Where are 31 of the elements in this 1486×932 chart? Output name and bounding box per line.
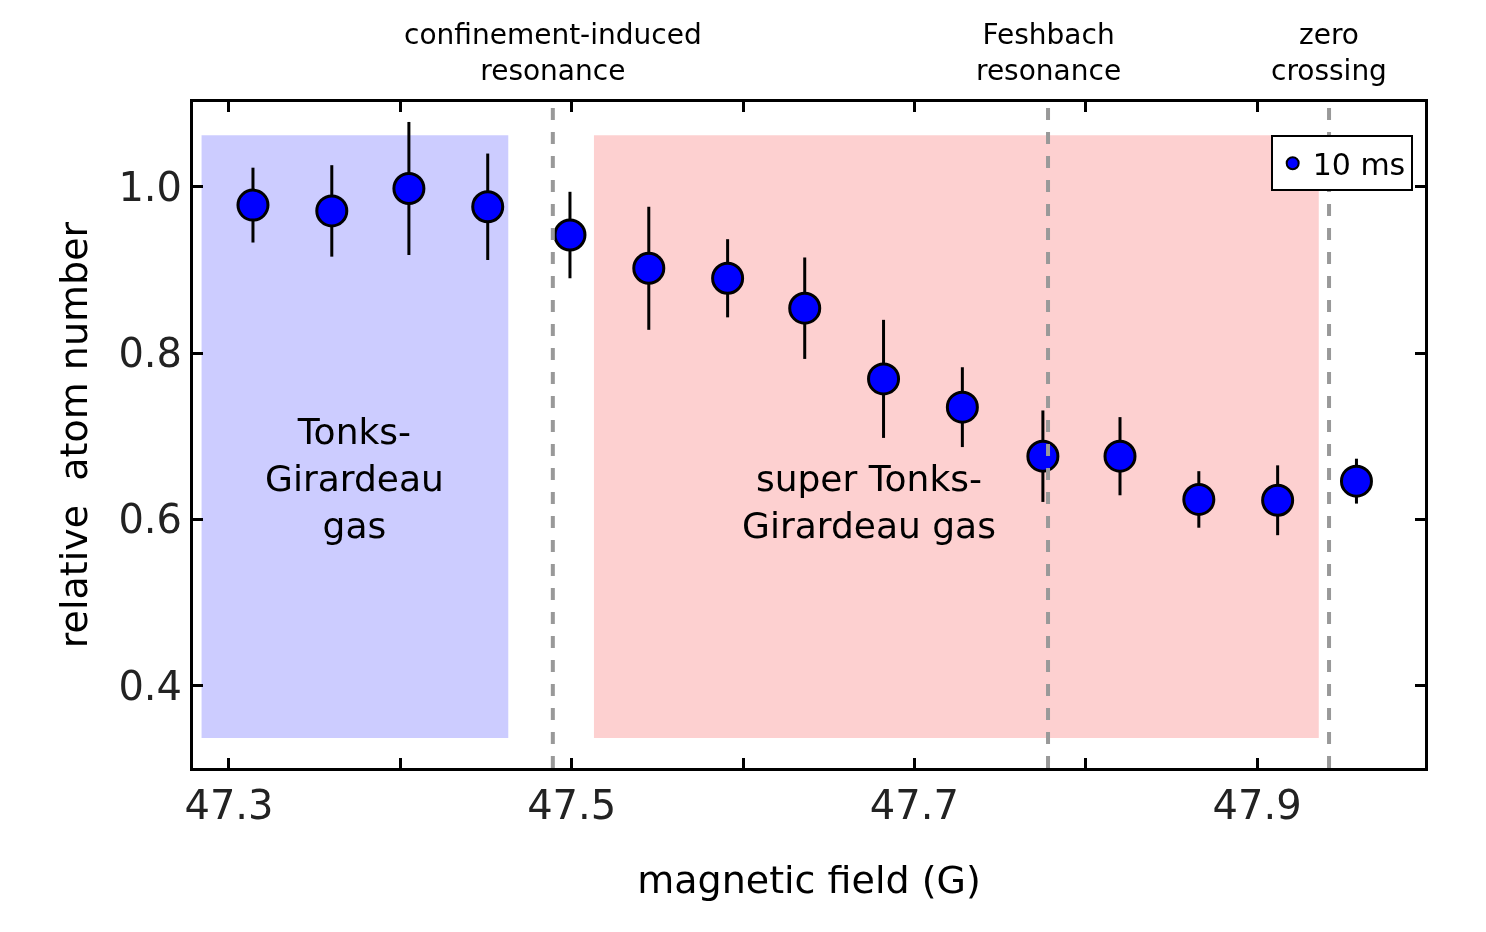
- band-label: Tonks- Girardeau gas: [265, 411, 444, 546]
- point: [1026, 439, 1060, 473]
- point: [788, 291, 822, 325]
- y-tick-label: 0.6: [118, 496, 182, 543]
- y-tick-label: 0.4: [118, 662, 182, 709]
- point: [1261, 483, 1295, 517]
- point: [236, 188, 270, 222]
- point: [632, 251, 666, 285]
- point: [553, 218, 587, 252]
- point: [711, 261, 745, 295]
- ref-line-label: confinement-induced resonance: [404, 18, 702, 88]
- ref-line-label: zero crossing: [1271, 18, 1387, 88]
- x-axis-title: magnetic field (G): [637, 858, 981, 903]
- y-tick-label: 0.8: [118, 330, 182, 377]
- point: [945, 390, 979, 424]
- point: [867, 362, 901, 396]
- point: [1103, 439, 1137, 473]
- point: [1339, 464, 1373, 498]
- x-tick-label: 47.5: [527, 782, 617, 828]
- legend-label: 10 ms: [1312, 147, 1406, 182]
- x-tick-label: 47.9: [1212, 782, 1302, 828]
- x-tick-label: 47.3: [184, 782, 274, 828]
- x-tick-label: 47.7: [869, 782, 959, 828]
- point: [471, 190, 505, 224]
- point: [315, 194, 349, 228]
- point: [1182, 482, 1216, 516]
- y-tick-label: 1.0: [118, 163, 182, 210]
- y-axis-title: relative atom number: [51, 221, 96, 649]
- ref-line-label: Feshbach resonance: [976, 18, 1122, 88]
- point: [392, 171, 426, 205]
- band-label: super Tonks- Girardeau gas: [742, 458, 996, 546]
